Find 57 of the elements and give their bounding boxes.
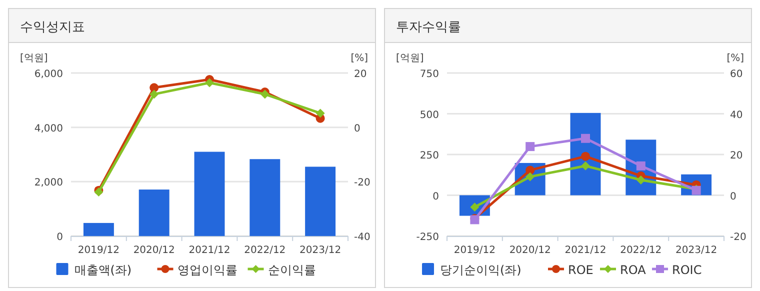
x-tick-label: 2019/12	[454, 245, 496, 256]
legend-label: 매출액(좌)	[74, 263, 132, 277]
point	[526, 142, 535, 152]
x-tick-label: 2020/12	[133, 245, 175, 256]
x-tick-label: 2020/12	[509, 245, 551, 256]
x-tick-label: 2023/12	[300, 245, 342, 256]
point	[581, 134, 590, 143]
y2-tick-label: -20	[730, 232, 746, 243]
point	[150, 83, 159, 92]
legend-label: ROA	[620, 263, 647, 277]
point	[526, 166, 535, 175]
y2-axis-title: [%]	[350, 53, 368, 64]
x-tick-label: 2022/12	[620, 245, 662, 256]
y-tick-label: 0	[432, 191, 439, 202]
y2-tick-label: 0	[730, 191, 736, 202]
x-tick-label: 2019/12	[78, 245, 120, 256]
bar	[138, 190, 170, 236]
y-tick-label: 250	[420, 150, 439, 162]
x-tick-label: 2023/12	[676, 245, 718, 256]
y2-tick-label: 0	[354, 123, 360, 134]
y-tick-label: 0	[56, 232, 63, 243]
y-axis-title: [억원]	[20, 53, 48, 64]
bar	[194, 152, 225, 236]
y2-tick-label: 20	[730, 150, 743, 162]
y2-tick-label: -40	[354, 232, 370, 243]
x-tick-label: 2022/12	[244, 245, 286, 256]
y-axis-title: [억원]	[396, 53, 424, 64]
y2-tick-label: -20	[354, 178, 370, 189]
legend-label: 영업이익률	[177, 263, 238, 277]
legend-label: 당기순이익(좌)	[440, 263, 522, 277]
y2-tick-label: 60	[730, 69, 743, 80]
chart-title: 수익성지표	[20, 20, 85, 35]
point	[316, 108, 325, 118]
point	[636, 161, 646, 170]
y2-tick-label: 40	[730, 110, 743, 121]
legend-label: ROE	[568, 263, 594, 277]
point	[205, 78, 214, 88]
legend-label: ROIC	[672, 263, 702, 277]
x-tick-label: 2021/12	[188, 245, 230, 256]
bar	[250, 159, 280, 236]
bar	[305, 166, 336, 236]
point	[150, 90, 159, 99]
y-tick-label: -250	[416, 232, 439, 243]
y2-axis-title: [%]	[726, 53, 744, 64]
legend-label: 순이익률	[268, 263, 316, 277]
y-tick-label: 750	[420, 69, 439, 80]
y2-tick-label: 20	[354, 69, 367, 80]
y-tick-label: 6,000	[34, 69, 63, 80]
x-tick-label: 2021/12	[564, 245, 606, 256]
point	[636, 175, 646, 184]
point	[581, 152, 590, 161]
y-tick-label: 500	[420, 110, 439, 121]
chart-title: 투자수익률	[396, 20, 461, 35]
point	[581, 161, 590, 170]
y-tick-label: 2,000	[34, 178, 63, 189]
y-tick-label: 4,000	[34, 123, 63, 134]
bar	[83, 222, 114, 236]
